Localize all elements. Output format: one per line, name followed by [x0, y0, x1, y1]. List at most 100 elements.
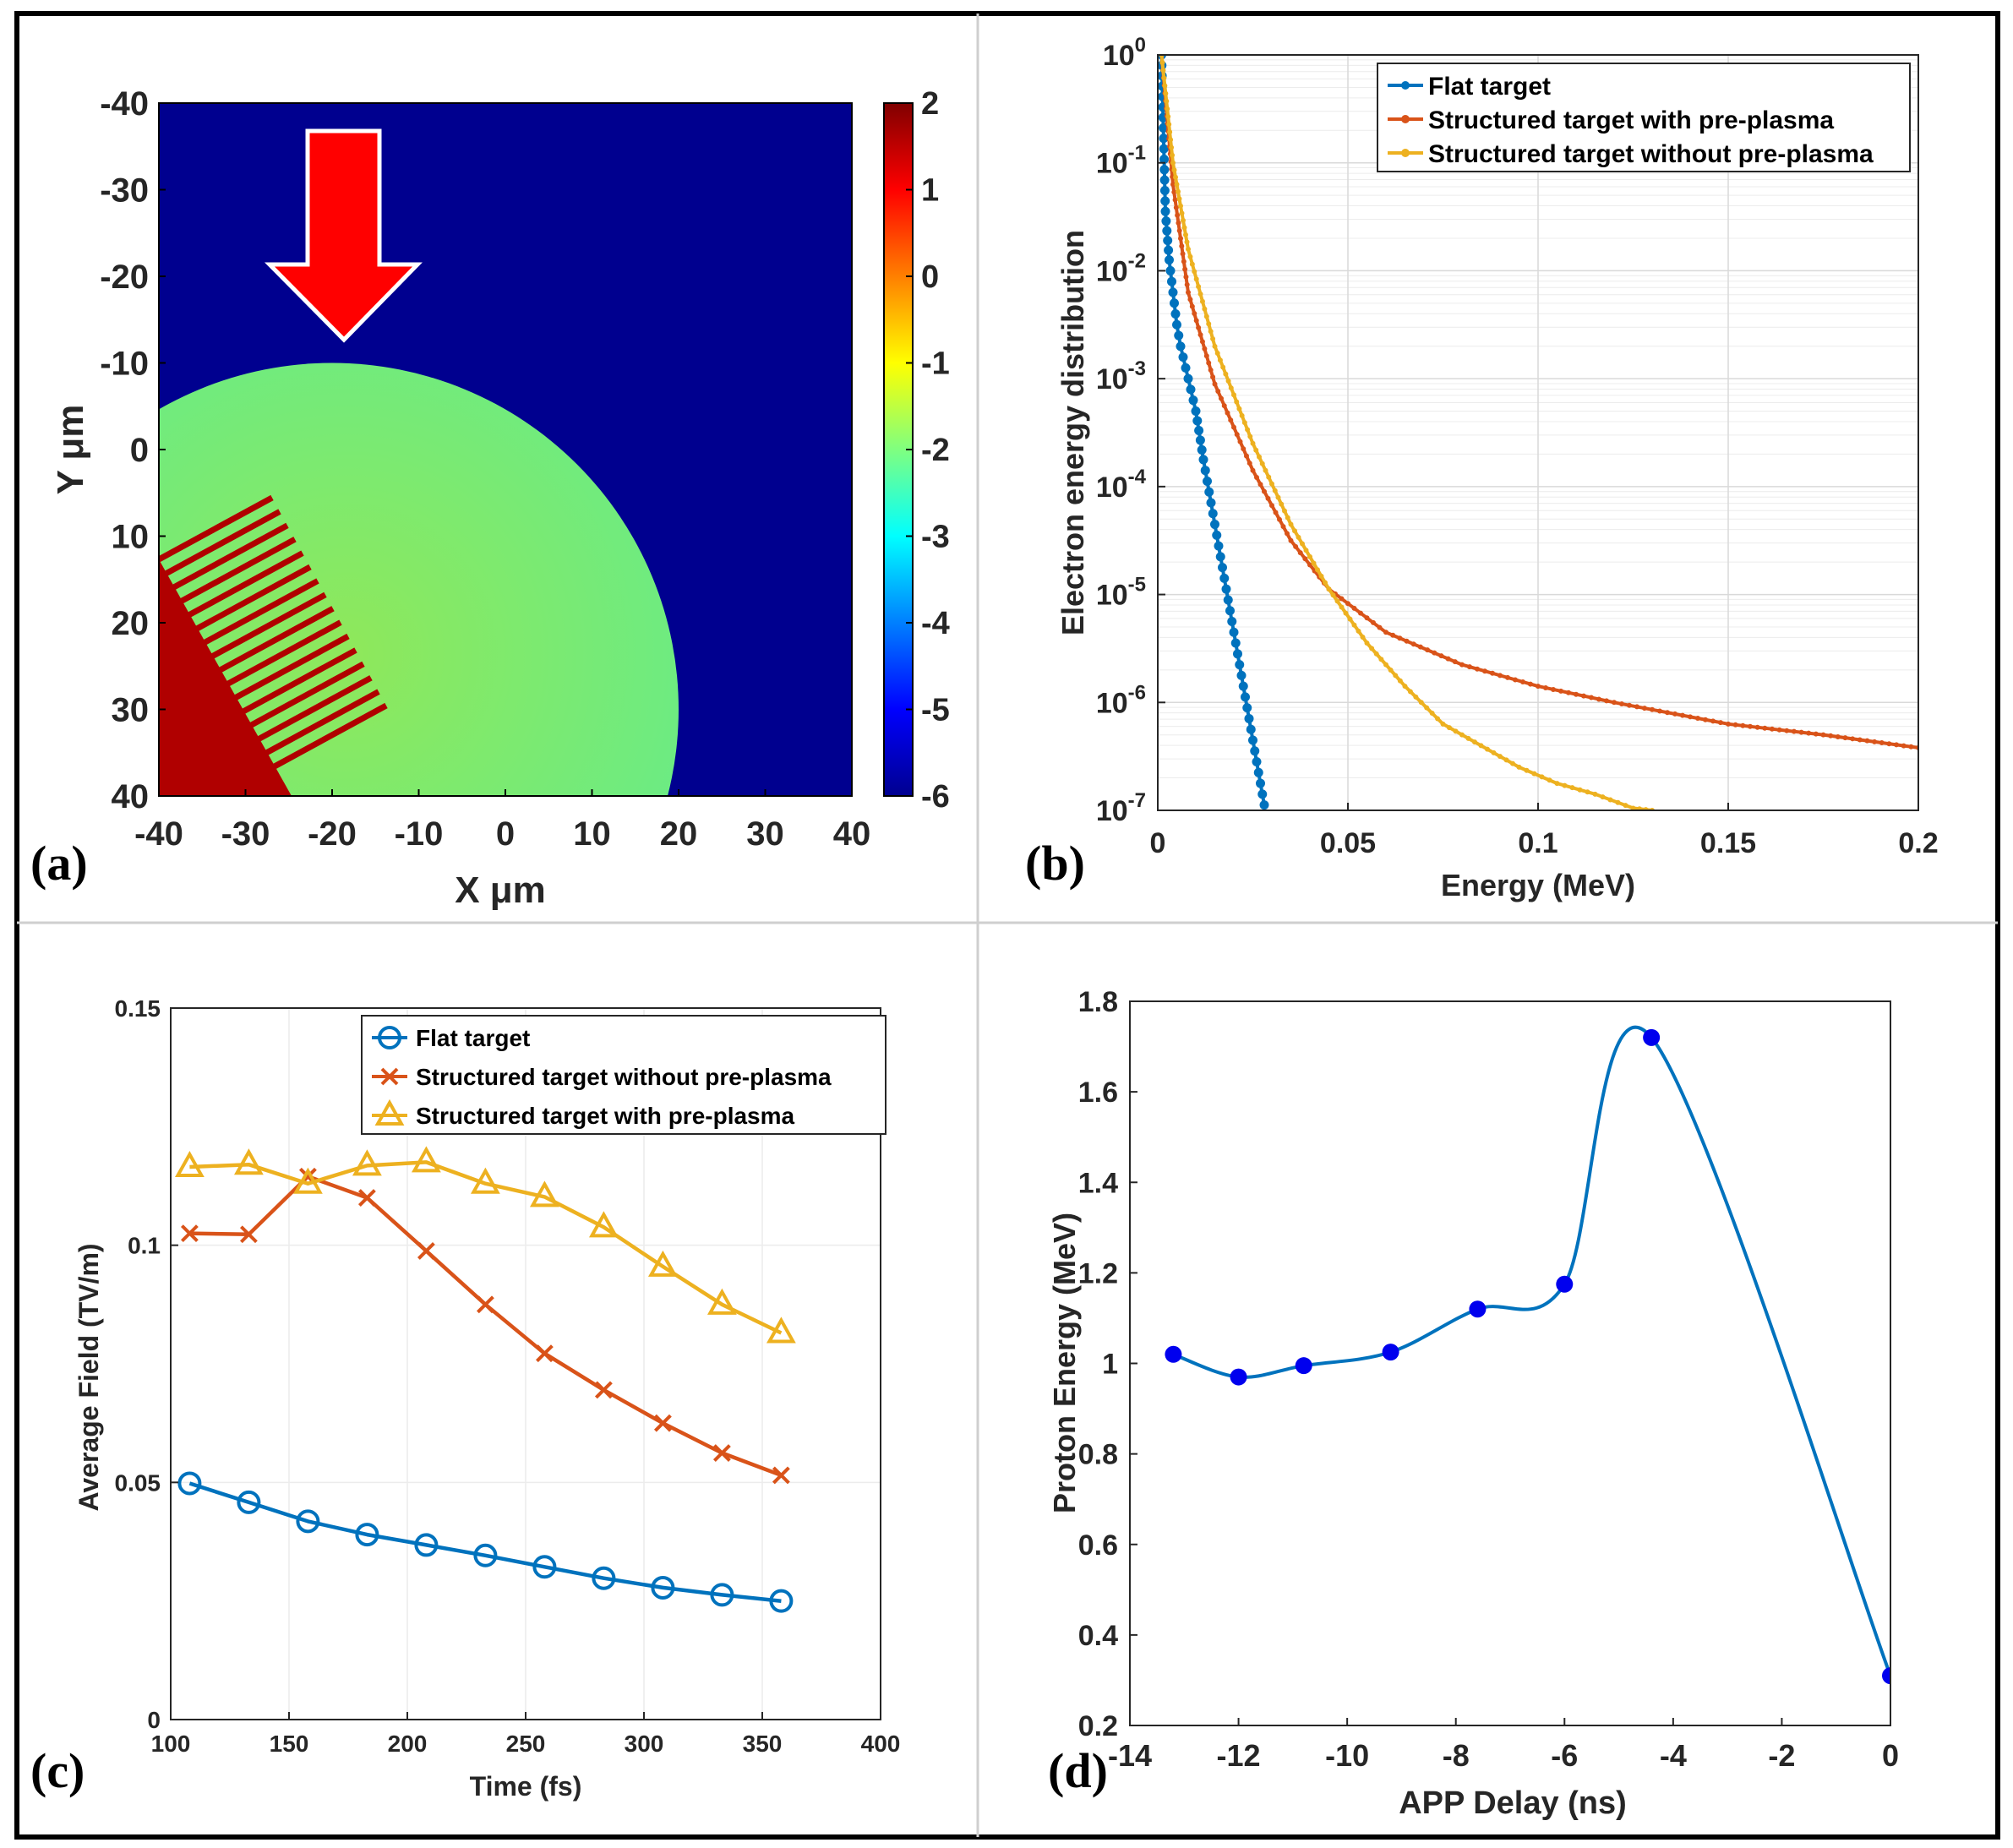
data-point [1872, 739, 1878, 744]
data-point [1657, 708, 1662, 714]
data-point [1206, 321, 1212, 327]
data-point [1894, 742, 1900, 748]
data-point [1643, 1028, 1661, 1046]
data-point [1429, 711, 1435, 717]
data-point [1482, 668, 1487, 674]
data-point [1188, 395, 1198, 406]
data-point [1373, 651, 1379, 657]
y-tick-label: 0.8 [1078, 1439, 1118, 1471]
data-point [1798, 729, 1804, 735]
x-tick-label: 150 [270, 1731, 309, 1757]
data-point [1293, 543, 1299, 549]
data-point [1230, 638, 1241, 648]
data-point [1192, 269, 1197, 275]
data-point [1210, 335, 1216, 341]
data-point [1212, 381, 1218, 387]
data-point [1250, 440, 1256, 446]
target-stripe [271, 702, 388, 771]
data-point [1908, 744, 1914, 750]
data-point [1172, 197, 1178, 203]
data-point [1176, 196, 1182, 202]
triangle-marker [766, 1316, 796, 1344]
data-point [1589, 695, 1594, 700]
data-point [1445, 656, 1451, 662]
data-point [1238, 681, 1248, 691]
data-point [1236, 670, 1247, 680]
target-stripes [159, 494, 388, 771]
data-point [1250, 746, 1260, 756]
legend-label: Flat target [416, 1025, 530, 1051]
panel-b-ylabel: Electron energy distribution [1056, 230, 1090, 635]
data-point [1195, 435, 1205, 445]
target-stripe [188, 550, 304, 618]
data-point [1769, 726, 1775, 732]
data-point [1181, 363, 1191, 373]
circle-marker [378, 1026, 401, 1049]
data-point [1339, 604, 1345, 610]
x-marker [380, 1067, 399, 1086]
data-point [1197, 291, 1203, 297]
data-point [1219, 395, 1224, 401]
data-point [1828, 733, 1834, 739]
data-point [1297, 550, 1303, 556]
data-point [1159, 134, 1169, 144]
data-point [1574, 691, 1579, 697]
data-point [1186, 384, 1196, 395]
data-point [1162, 226, 1172, 236]
panel-c-chart: 100 150 200 250 300 350 400 0 0.05 0.1 0.15 Flat … [30, 995, 900, 1802]
data-point [1288, 521, 1294, 527]
data-point [1184, 281, 1190, 287]
data-point [1210, 520, 1219, 530]
data-point [1388, 667, 1394, 673]
data-point [1413, 694, 1419, 700]
x-tick-label: 20 [660, 815, 698, 853]
data-point [1497, 754, 1503, 760]
circle-marker [296, 1509, 320, 1534]
panel-a-y-ticks: -40 -30 -20 -10 0 10 20 30 40 [100, 85, 166, 815]
data-point [1189, 303, 1195, 309]
colorbar-tick-label: -5 [921, 693, 950, 728]
data-point [1776, 727, 1782, 733]
target-stripe [180, 537, 297, 604]
data-point [1393, 673, 1399, 679]
x-tick-label: -4 [1660, 1738, 1687, 1773]
panel-c-x-ticks: 100 150 200 250 300 350 400 [151, 1712, 900, 1757]
data-point [1623, 803, 1628, 809]
data-point [1241, 692, 1250, 702]
data-point [1275, 494, 1281, 500]
data-point [1791, 728, 1797, 734]
data-point [1475, 666, 1480, 672]
circle-marker [592, 1566, 616, 1590]
data-point [1259, 461, 1265, 466]
data-point [1377, 624, 1383, 630]
data-point [1208, 367, 1214, 373]
data-point [1196, 284, 1202, 290]
circle-marker [177, 1471, 202, 1496]
panel-c-label: (c) [30, 1743, 85, 1798]
data-point [1167, 129, 1173, 135]
data-point [1528, 681, 1533, 687]
data-point [1200, 466, 1210, 476]
data-point [1806, 730, 1812, 736]
data-point [1285, 531, 1290, 537]
data-point [1202, 346, 1208, 352]
data-point [1510, 760, 1515, 766]
data-point [1285, 515, 1290, 521]
x-tick-label: 100 [151, 1731, 191, 1757]
x-marker [535, 1344, 554, 1363]
data-point [1168, 137, 1174, 143]
data-point [1418, 700, 1424, 706]
data-point [1160, 68, 1166, 74]
data-point [1566, 690, 1571, 695]
data-point [1585, 789, 1590, 795]
data-point [1164, 245, 1174, 255]
data-point [1234, 432, 1240, 438]
y-tick-label: -30 [100, 172, 149, 210]
data-point [1447, 725, 1452, 731]
data-point [1459, 662, 1465, 668]
data-point [1217, 357, 1223, 363]
data-point [1351, 622, 1357, 628]
panel-b-x-ticks: 0 0.05 0.1 0.15 0.2 [1150, 803, 1939, 859]
data-point [1179, 210, 1185, 216]
data-point [1159, 154, 1169, 164]
